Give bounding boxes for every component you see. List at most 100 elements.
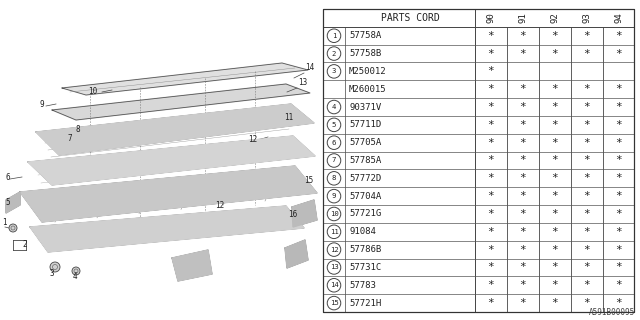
Text: 57705A: 57705A [349, 138, 381, 147]
Text: 91084: 91084 [349, 227, 376, 236]
Text: *: * [615, 138, 622, 148]
Text: *: * [615, 31, 622, 41]
Text: 2: 2 [22, 240, 27, 249]
Circle shape [327, 172, 340, 185]
Text: *: * [520, 280, 526, 290]
Circle shape [327, 278, 340, 292]
Text: *: * [615, 244, 622, 255]
Text: *: * [615, 262, 622, 272]
Text: *: * [552, 102, 558, 112]
Text: *: * [520, 31, 526, 41]
Text: *: * [488, 49, 494, 59]
Circle shape [327, 29, 340, 43]
Text: *: * [552, 227, 558, 237]
Text: *: * [552, 298, 558, 308]
Text: *: * [552, 31, 558, 41]
Text: *: * [584, 209, 590, 219]
Text: 90: 90 [486, 12, 495, 23]
Circle shape [50, 262, 60, 272]
Text: *: * [520, 262, 526, 272]
Text: 3: 3 [332, 68, 336, 74]
Circle shape [327, 243, 340, 256]
Text: *: * [615, 191, 622, 201]
Text: *: * [615, 156, 622, 165]
Text: *: * [520, 156, 526, 165]
Text: 57786B: 57786B [349, 245, 381, 254]
Text: *: * [488, 227, 494, 237]
Circle shape [327, 296, 340, 310]
Text: *: * [520, 102, 526, 112]
Text: *: * [488, 262, 494, 272]
Text: *: * [552, 138, 558, 148]
Text: *: * [488, 298, 494, 308]
Text: 7: 7 [68, 134, 72, 143]
Circle shape [327, 100, 340, 114]
Text: *: * [584, 31, 590, 41]
Text: 13: 13 [330, 264, 339, 270]
Text: 9: 9 [40, 100, 45, 109]
Text: *: * [552, 280, 558, 290]
Circle shape [327, 118, 340, 132]
Text: 8: 8 [332, 175, 336, 181]
Text: *: * [488, 173, 494, 183]
Polygon shape [20, 166, 317, 222]
Text: *: * [520, 298, 526, 308]
Circle shape [327, 136, 340, 149]
Text: *: * [520, 49, 526, 59]
Polygon shape [292, 200, 317, 227]
Text: 15: 15 [330, 300, 339, 306]
Text: *: * [552, 120, 558, 130]
Bar [323, 9, 634, 312]
Text: 5: 5 [332, 122, 336, 128]
Text: *: * [488, 84, 494, 94]
Circle shape [327, 207, 340, 221]
Circle shape [327, 154, 340, 167]
Text: *: * [584, 102, 590, 112]
Text: *: * [584, 227, 590, 237]
Text: 57711D: 57711D [349, 120, 381, 129]
Text: *: * [488, 244, 494, 255]
Text: 6: 6 [5, 173, 10, 182]
Text: *: * [615, 49, 622, 59]
Text: 11: 11 [284, 113, 293, 122]
Text: 2: 2 [332, 51, 336, 57]
Text: 6: 6 [332, 140, 336, 146]
Text: 94: 94 [614, 12, 623, 23]
Text: 57772D: 57772D [349, 174, 381, 183]
Polygon shape [285, 240, 308, 268]
Text: 11: 11 [330, 229, 339, 235]
Circle shape [327, 47, 340, 60]
Text: 57783: 57783 [349, 281, 376, 290]
Text: *: * [584, 120, 590, 130]
Text: *: * [520, 227, 526, 237]
Text: *: * [488, 138, 494, 148]
Text: 57731C: 57731C [349, 263, 381, 272]
Text: *: * [488, 280, 494, 290]
Text: *: * [615, 227, 622, 237]
Text: 1: 1 [332, 33, 336, 39]
Text: 14: 14 [305, 63, 314, 72]
Text: *: * [615, 298, 622, 308]
Polygon shape [172, 250, 212, 281]
Polygon shape [30, 206, 304, 252]
Text: 93: 93 [582, 12, 591, 23]
Text: 92: 92 [550, 12, 559, 23]
Text: 12: 12 [330, 247, 339, 252]
Text: A591B00095: A591B00095 [589, 308, 635, 317]
Text: *: * [584, 156, 590, 165]
Text: PARTS CORD: PARTS CORD [381, 13, 440, 23]
Text: 10: 10 [88, 87, 97, 96]
Text: *: * [520, 244, 526, 255]
Text: *: * [584, 262, 590, 272]
Text: 57758A: 57758A [349, 31, 381, 40]
Text: 13: 13 [298, 78, 307, 87]
Text: 16: 16 [288, 210, 297, 219]
Circle shape [327, 65, 340, 78]
Text: *: * [552, 84, 558, 94]
Text: *: * [488, 31, 494, 41]
Polygon shape [52, 84, 310, 120]
Text: 3: 3 [50, 269, 54, 278]
Polygon shape [62, 63, 308, 95]
Text: *: * [488, 66, 494, 76]
Text: *: * [552, 156, 558, 165]
